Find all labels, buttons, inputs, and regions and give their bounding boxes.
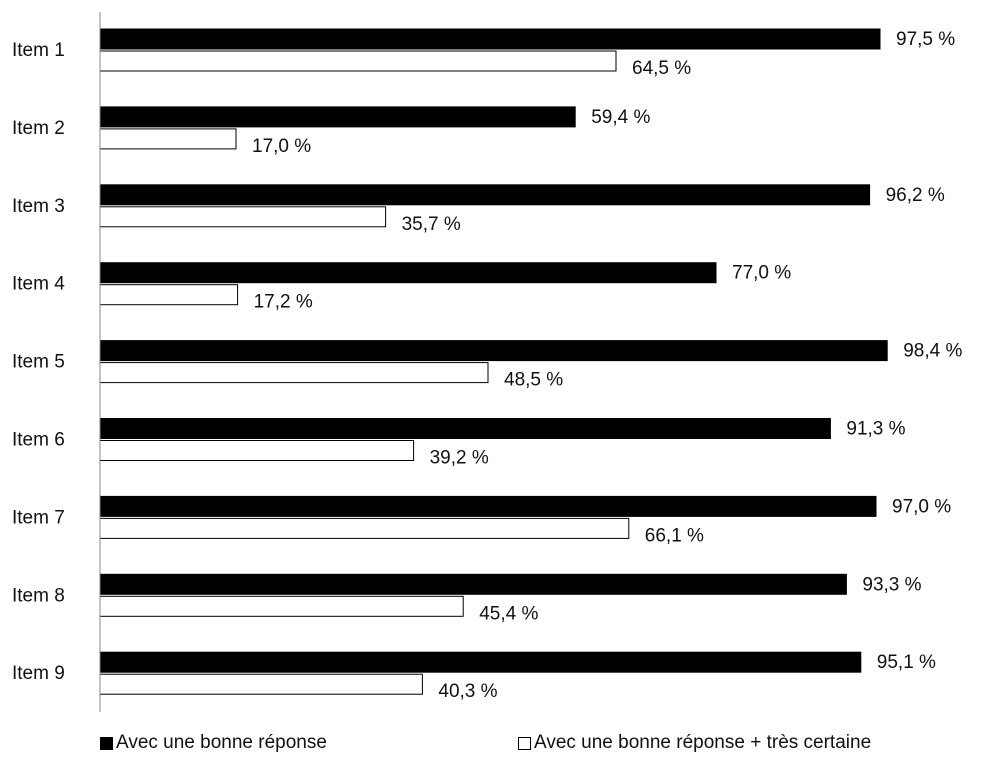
- category-label: Item 2: [12, 118, 65, 139]
- data-label: 97,0 %: [892, 496, 951, 517]
- bar-bonne-reponse: [99, 184, 871, 206]
- data-label: 98,4 %: [903, 341, 962, 362]
- bar-bonne-reponse: [99, 340, 888, 362]
- category-label: Item 5: [12, 352, 65, 373]
- labels-layer: Item 1 97,5 % 64,5 % Item 2 59,4 % 17,0 % Item…: [12, 29, 962, 702]
- bar-bonne-reponse-tres-certaine: [99, 440, 415, 461]
- data-label: 96,2 %: [886, 185, 945, 206]
- data-label: 77,0 %: [732, 263, 791, 284]
- bar-bonne-reponse: [99, 651, 862, 673]
- data-label: 45,4 %: [479, 603, 538, 624]
- category-label: Item 4: [12, 274, 65, 295]
- legend: Avec une bonne réponse Avec une bonne ré…: [0, 726, 982, 766]
- bar-bonne-reponse-tres-certaine: [99, 50, 617, 72]
- data-label: 40,3 %: [438, 681, 497, 702]
- bar-bonne-reponse-tres-certaine: [99, 362, 489, 384]
- bar-bonne-reponse-tres-certaine: [99, 284, 239, 306]
- bar-bonne-reponse: [99, 418, 831, 439]
- bar-bonne-reponse: [99, 28, 881, 50]
- bar-bonne-reponse-tres-certaine: [99, 128, 237, 150]
- data-label: 97,5 %: [896, 29, 955, 50]
- legend-swatch-filled: [100, 736, 113, 750]
- data-label: 17,2 %: [254, 292, 313, 313]
- bar-bonne-reponse-tres-certaine: [99, 517, 630, 539]
- bar-chart: Item 1 97,5 % 64,5 % Item 2 59,4 % 17,0 % Item…: [12, 12, 962, 712]
- data-label: 17,0 %: [252, 136, 311, 157]
- legend-label-series-2: Avec une bonne réponse + très certaine: [534, 732, 872, 753]
- category-label: Item 9: [12, 663, 65, 684]
- bar-bonne-reponse: [99, 106, 576, 128]
- data-label: 39,2 %: [430, 448, 489, 469]
- data-label: 59,4 %: [591, 107, 650, 128]
- legend-item-series-1: Avec une bonne réponse: [100, 732, 327, 754]
- legend-swatch-outline: [518, 736, 531, 750]
- data-label: 35,7 %: [402, 214, 461, 235]
- data-label: 93,3 %: [862, 574, 921, 595]
- data-label: 48,5 %: [504, 370, 563, 391]
- data-label: 66,1 %: [645, 525, 704, 546]
- bar-bonne-reponse-tres-certaine: [99, 595, 464, 617]
- data-label: 91,3 %: [846, 419, 905, 440]
- bars-layer: [99, 28, 888, 695]
- data-label: 64,5 %: [632, 58, 691, 79]
- legend-label-series-1: Avec une bonne réponse: [116, 732, 327, 753]
- category-label: Item 3: [12, 196, 65, 217]
- data-label: 95,1 %: [877, 652, 936, 673]
- legend-item-series-2: Avec une bonne réponse + très certaine: [518, 732, 871, 754]
- category-label: Item 8: [12, 585, 65, 606]
- bar-bonne-reponse: [99, 573, 847, 595]
- bar-bonne-reponse: [99, 495, 877, 517]
- category-label: Item 6: [12, 430, 65, 451]
- bar-bonne-reponse-tres-certaine: [99, 206, 387, 228]
- bar-bonne-reponse: [99, 262, 717, 284]
- bar-bonne-reponse-tres-certaine: [99, 673, 423, 695]
- category-label: Item 1: [12, 40, 65, 61]
- category-label: Item 7: [12, 507, 65, 528]
